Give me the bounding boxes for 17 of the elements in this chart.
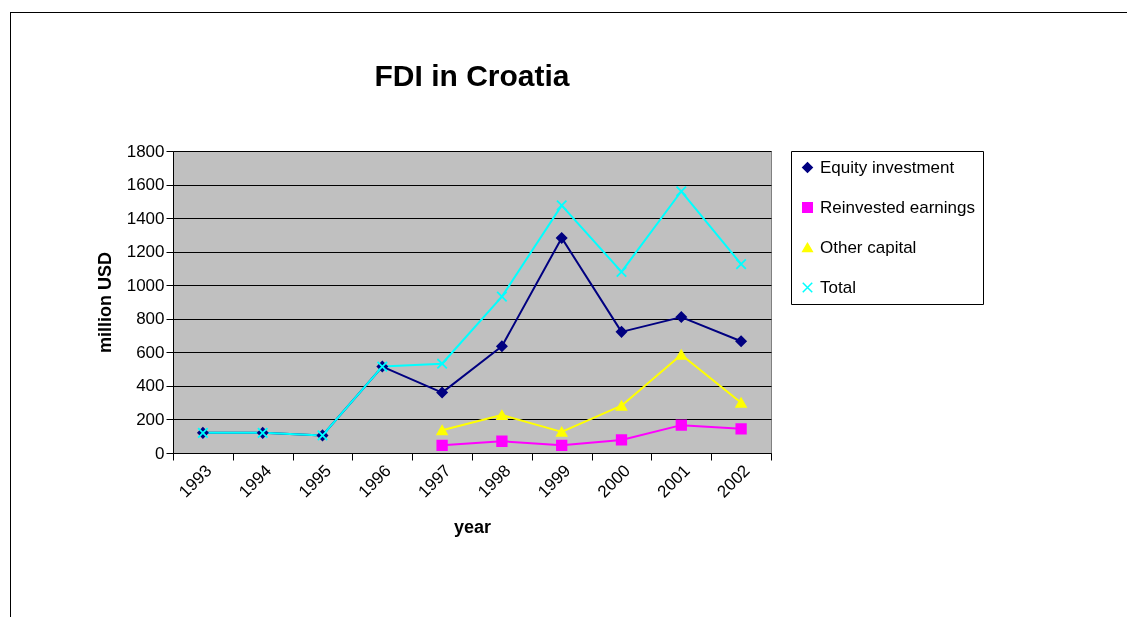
x-axis-title: year: [453, 516, 492, 537]
legend-label: Equity investment: [820, 157, 955, 177]
y-tick-label: 600: [136, 342, 165, 362]
y-tick-label: 1000: [126, 275, 165, 295]
legend-label: Total: [820, 277, 856, 297]
y-tick-label: 0: [155, 443, 165, 463]
y-tick-label: 1600: [126, 175, 165, 195]
y-tick-label: 1200: [126, 242, 165, 262]
y-axis-title: million USD: [94, 251, 115, 354]
legend-label: Other capital: [820, 237, 917, 257]
chart-title: FDI in Croatia: [374, 59, 570, 92]
legend-label: Reinvested earnings: [820, 197, 975, 217]
y-tick-label: 800: [136, 309, 165, 329]
y-tick-label: 400: [136, 376, 165, 396]
y-tick-label: 1400: [126, 208, 165, 228]
y-tick-label: 1800: [126, 141, 165, 161]
y-tick-label: 200: [136, 409, 165, 429]
